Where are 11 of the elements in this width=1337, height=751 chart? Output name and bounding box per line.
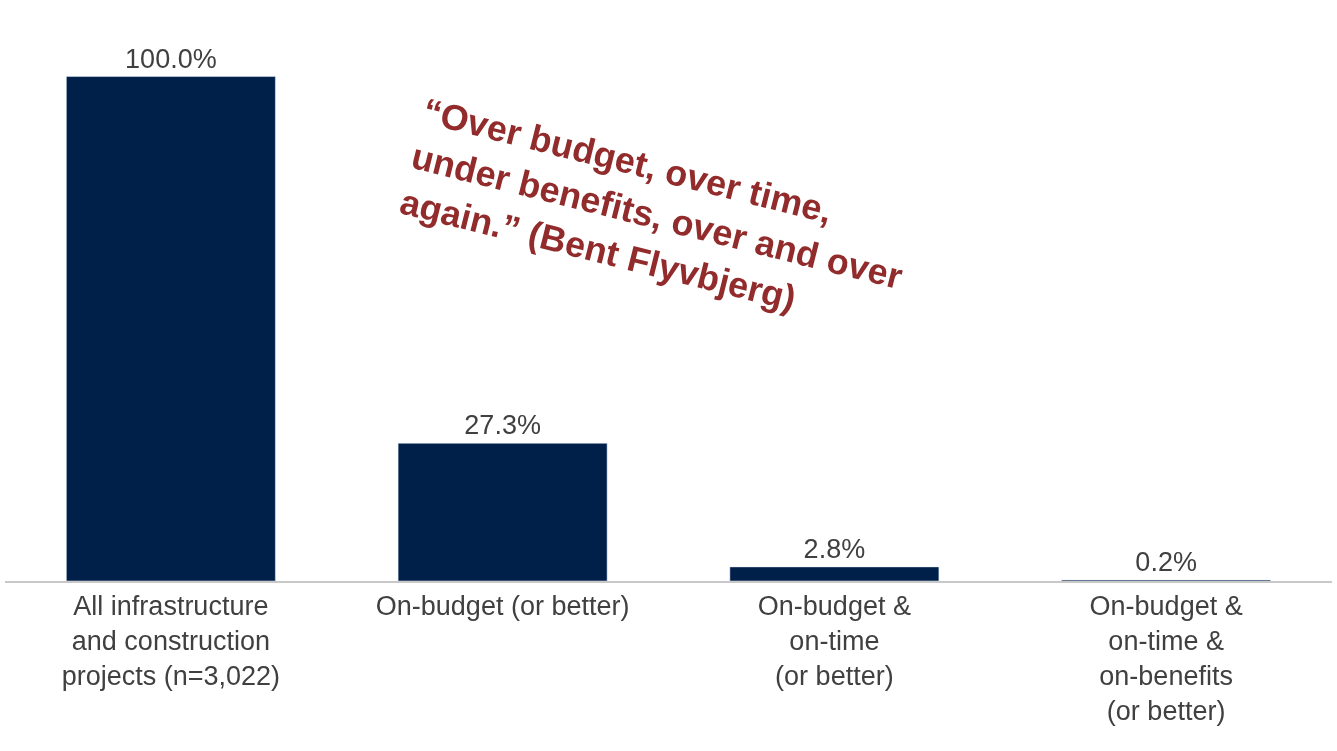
x-tick-label: On-budget & on-time & on-benefits (or better) bbox=[1089, 591, 1243, 727]
bar bbox=[66, 76, 276, 581]
data-label: 100.0% bbox=[125, 43, 217, 74]
data-label: 27.3% bbox=[464, 410, 541, 441]
bar bbox=[729, 566, 940, 581]
data-label: 2.8% bbox=[803, 533, 866, 564]
x-tick-label: All infrastructure and construction projects (n=3,022) bbox=[61, 591, 281, 692]
x-tick-label: On-budget & on-time (or better) bbox=[757, 591, 911, 692]
data-label: 0.2% bbox=[1135, 546, 1197, 577]
x-tick-label: On-budget (or better) bbox=[375, 591, 630, 622]
bar bbox=[397, 443, 608, 581]
